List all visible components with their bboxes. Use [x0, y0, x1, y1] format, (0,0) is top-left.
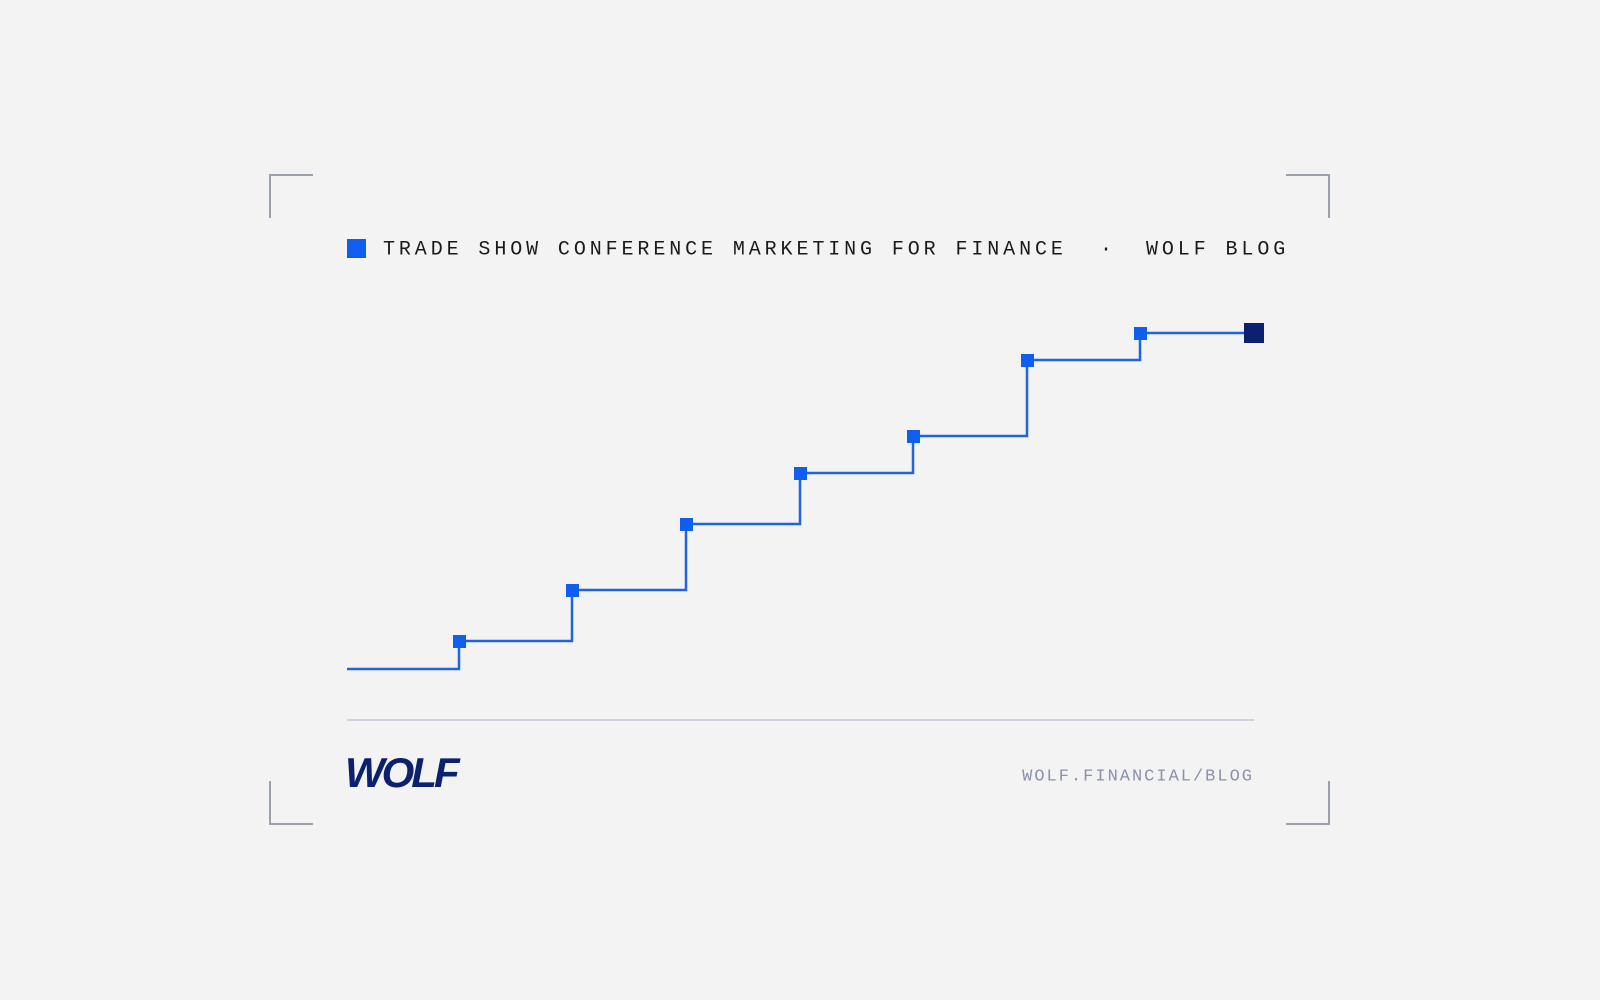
step-marker — [1134, 327, 1147, 340]
step-marker — [1021, 354, 1034, 367]
step-marker — [907, 430, 920, 443]
step-line — [347, 331, 1253, 671]
separator: · — [1100, 238, 1116, 261]
step-marker — [453, 635, 466, 648]
corner-bottom-left — [269, 781, 313, 825]
step-marker — [794, 467, 807, 480]
blog-label: WOLF BLOG — [1146, 238, 1289, 261]
step-marker — [566, 584, 579, 597]
step-marker — [680, 518, 693, 531]
url: WOLF.FINANCIAL/BLOG — [1022, 767, 1254, 786]
step-markers — [453, 327, 1147, 648]
corner-top-left — [269, 174, 313, 218]
title: TRADE SHOW CONFERENCE MARKETING FOR FINA… — [383, 238, 1067, 261]
corner-top-right — [1286, 174, 1330, 218]
corner-bottom-right — [1286, 781, 1330, 825]
corner-brackets — [269, 174, 1330, 825]
title-bullet — [347, 239, 366, 258]
end-marker — [1244, 323, 1264, 343]
logo: WOLF — [345, 749, 461, 796]
